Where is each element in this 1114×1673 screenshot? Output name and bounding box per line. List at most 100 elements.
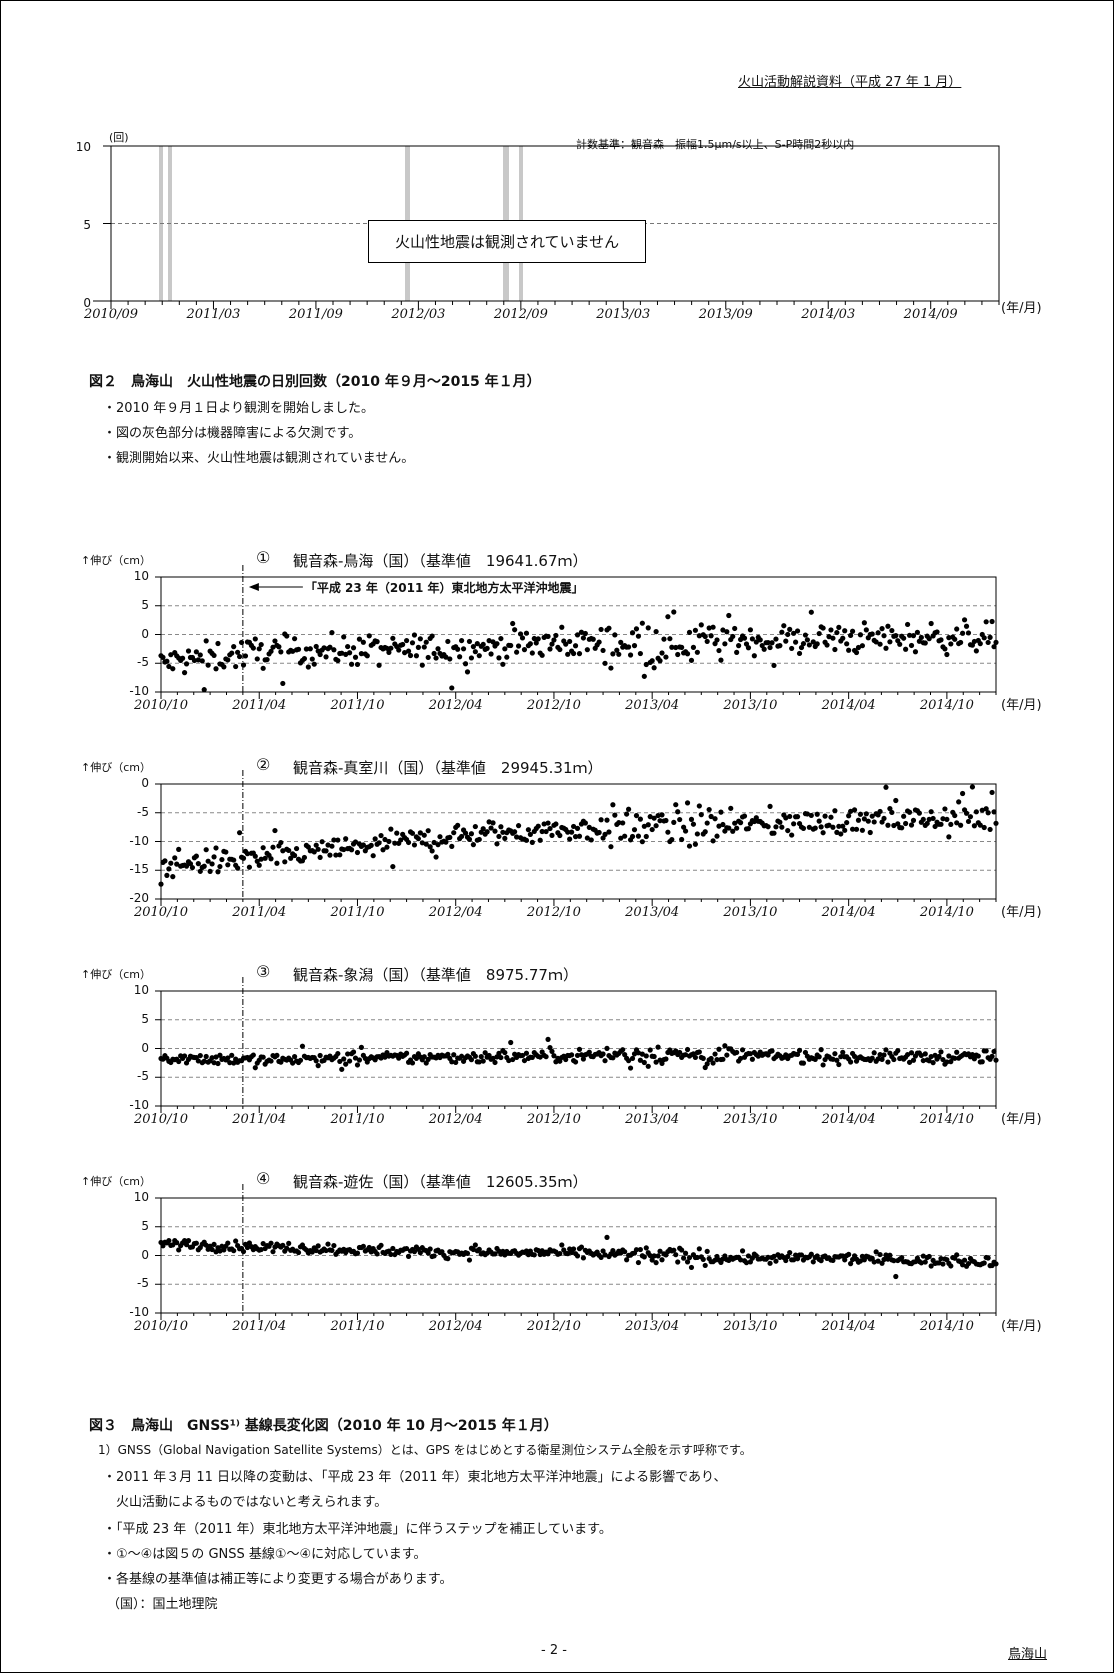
fig3-data-point — [716, 823, 722, 829]
fig3-data-point — [684, 1259, 691, 1265]
fig3-panel-3-chart — [155, 977, 999, 1113]
fig3-data-point — [545, 633, 551, 640]
fig3-data-point — [901, 813, 907, 819]
fig3-data-point — [622, 1249, 628, 1255]
fig3-x-tick-label: 2010/10 — [133, 1112, 188, 1127]
fig3-data-point — [519, 1052, 526, 1059]
fig3-data-point — [466, 836, 473, 842]
fig3-data-point — [820, 1062, 826, 1068]
fig3-data-point — [899, 825, 905, 831]
fig3-data-point — [297, 1057, 304, 1063]
fig3-data-point — [704, 638, 710, 645]
fig3-data-point — [832, 808, 838, 814]
fig3-data-point — [348, 661, 355, 667]
fig3-data-point — [451, 1052, 457, 1058]
fig3-data-point — [932, 823, 938, 830]
fig3-data-point — [364, 653, 370, 659]
fig3-data-point — [543, 1054, 549, 1060]
fig3-data-point — [421, 644, 427, 650]
fig3-data-point — [761, 646, 767, 652]
fig3-data-point — [971, 823, 977, 829]
fig3-data-point — [333, 852, 339, 858]
fig3-data-point — [466, 638, 473, 645]
fig3-data-point — [859, 827, 866, 833]
fig3-data-point — [464, 1250, 471, 1257]
fig3-data-point — [451, 830, 457, 836]
fig3-data-point — [686, 629, 693, 635]
fig3-data-point — [350, 1049, 357, 1055]
fig3-data-point — [677, 1049, 683, 1056]
fig2-note-1: ・2010 年９月１日より観測を開始しました。 — [103, 401, 374, 416]
fig3-data-point — [468, 1057, 475, 1063]
fig3-data-point — [341, 1056, 347, 1062]
fig3-data-point — [851, 807, 858, 813]
fig3-data-point — [853, 826, 860, 832]
fig3-data-point — [313, 643, 319, 650]
fig3-data-point — [863, 627, 869, 633]
fig3-data-point — [629, 833, 636, 840]
fig3-data-point — [305, 844, 311, 850]
fig3-data-point — [765, 824, 771, 830]
fig3-data-point — [891, 1056, 897, 1063]
fig3-data-point — [339, 1066, 345, 1072]
fig3-data-point — [745, 826, 752, 832]
fig3-x-tick-label: 2012/04 — [428, 905, 483, 920]
fig3-data-point — [502, 646, 508, 652]
fig3-panel-2-chart — [155, 770, 999, 906]
fig3-data-point — [720, 627, 726, 633]
fig3-data-point — [514, 834, 520, 840]
fig3-data-point — [960, 630, 966, 636]
fig3-data-point — [920, 816, 926, 823]
fig3-data-point — [570, 650, 577, 657]
fig3-data-point — [698, 812, 704, 818]
fig3-data-point — [343, 1061, 349, 1067]
fig3-data-point — [390, 635, 396, 641]
fig3-data-point — [791, 1257, 797, 1263]
fig3-data-point — [417, 830, 423, 836]
fig3-data-point — [270, 844, 276, 850]
fig3-data-point — [665, 829, 671, 835]
fig3-data-point — [643, 1245, 649, 1251]
fig3-data-point — [624, 1257, 630, 1263]
fig3-data-point — [675, 651, 681, 658]
fig3-x-tick-label: 2014/04 — [821, 1319, 876, 1334]
fig3-data-point — [596, 639, 602, 645]
fig3-y-tick-label: -5 — [137, 804, 149, 819]
fig3-data-point — [547, 825, 553, 832]
fig3-data-point — [952, 636, 958, 642]
fig3-data-point — [347, 1058, 353, 1064]
fig3-data-point — [319, 839, 325, 845]
fig3-data-point — [853, 649, 860, 656]
fig3-data-point — [323, 654, 329, 660]
fig2-y-unit: (回) — [109, 131, 129, 144]
fig3-data-point — [331, 1242, 337, 1249]
fig3-data-point — [339, 650, 345, 656]
fig3-data-point — [908, 822, 915, 828]
fig3-data-point — [769, 640, 775, 646]
fig3-data-point — [557, 646, 563, 653]
fig3-data-point — [286, 847, 292, 854]
fig3-data-point — [211, 854, 217, 860]
fig3-data-point — [969, 1051, 976, 1058]
fig3-y-tick-label: -5 — [137, 1069, 149, 1084]
fig3-data-point — [737, 1055, 744, 1062]
fig3-data-point — [231, 643, 237, 650]
fig3-data-point — [977, 641, 983, 647]
fig3-data-point — [889, 809, 895, 816]
fig3-data-point — [250, 1052, 256, 1058]
fig3-data-point — [225, 1240, 231, 1246]
fig3-data-point — [466, 1257, 473, 1263]
fig3-data-point — [851, 1053, 858, 1059]
fig3-data-point — [382, 1054, 388, 1060]
fig3-x-tick-label: 2013/10 — [723, 905, 778, 920]
fig3-data-point — [961, 617, 968, 623]
fig3-data-point — [971, 638, 977, 645]
fig3-data-point — [904, 621, 911, 628]
fig3-data-point — [653, 823, 659, 829]
fig3-data-point — [734, 649, 740, 655]
fig3-data-point — [690, 821, 697, 827]
fig3-data-point — [567, 836, 573, 842]
fig3-data-point — [317, 854, 323, 861]
fig3-data-point — [425, 1056, 431, 1063]
fig3-data-point — [954, 1049, 960, 1055]
